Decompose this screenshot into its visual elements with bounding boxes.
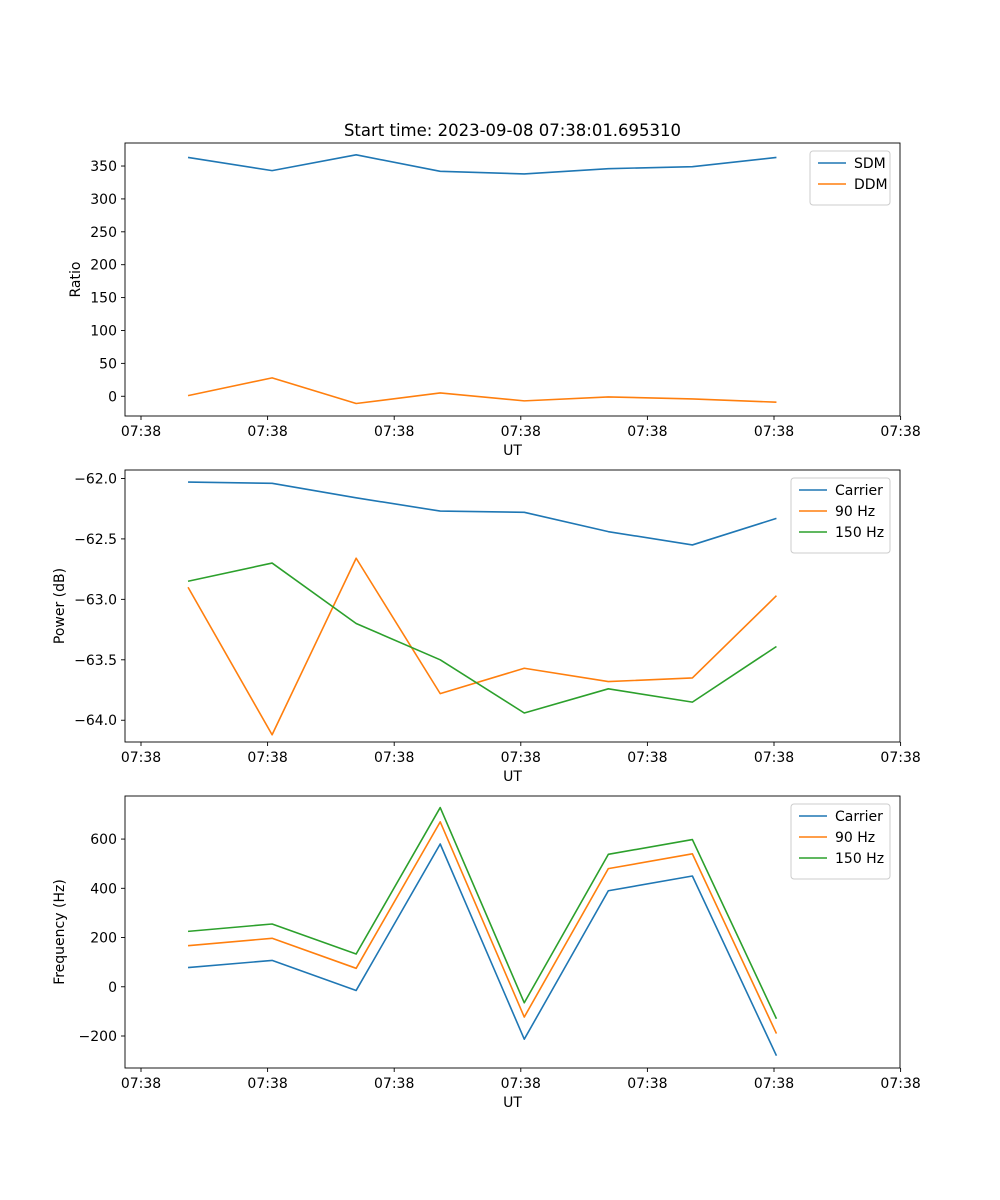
ratio-x-tick-label: 07:38 bbox=[754, 424, 794, 440]
ratio-y-tick-label: 150 bbox=[90, 291, 117, 307]
frequency-y-tick-label: 200 bbox=[90, 931, 117, 947]
frequency-x-tick-label: 07:38 bbox=[627, 1076, 667, 1092]
frequency-y-tick-label: 0 bbox=[108, 980, 117, 996]
power-y-tick-label: −62.5 bbox=[74, 532, 117, 548]
ratio-axes-frame bbox=[124, 142, 901, 417]
frequency-panel: −200 0 200 400 600 07:38 07:38 07:38 07:38 07:38 0… bbox=[52, 795, 921, 1111]
power-x-axis-label: UT bbox=[503, 769, 522, 785]
power-legend-label: Carrier bbox=[835, 483, 883, 499]
ratio-y-tick-label: 100 bbox=[90, 323, 117, 339]
frequency-y-axis-label: Frequency (Hz) bbox=[52, 879, 68, 985]
frequency-x-tick-label: 07:38 bbox=[754, 1076, 794, 1092]
power-x-tick-label: 07:38 bbox=[121, 750, 161, 766]
ratio-x-tick-label: 07:38 bbox=[501, 424, 541, 440]
power-legend-label: 150 Hz bbox=[835, 525, 884, 541]
power-series-line-90-hz bbox=[187, 557, 777, 736]
ratio-y-axis-label: Ratio bbox=[68, 262, 84, 298]
power-y-tick-label: −64.0 bbox=[74, 713, 117, 729]
power-series-line-carrier bbox=[188, 481, 777, 546]
frequency-x-tick-label: 07:38 bbox=[501, 1076, 541, 1092]
ratio-x-axis-label: UT bbox=[503, 443, 522, 459]
power-x-tick-label: 07:38 bbox=[247, 750, 287, 766]
power-x-tick-label: 07:38 bbox=[754, 750, 794, 766]
power-y-tick-label: −63.0 bbox=[74, 592, 117, 608]
frequency-legend-box bbox=[790, 803, 891, 880]
frequency-legend-label: Carrier bbox=[835, 809, 883, 825]
ratio-series-line-sdm bbox=[187, 154, 777, 175]
ratio-y-tick-label: 50 bbox=[99, 356, 117, 372]
ratio-x-tick-label: 07:38 bbox=[247, 424, 287, 440]
ratio-y-tick-label: 0 bbox=[108, 389, 117, 405]
frequency-axes-frame bbox=[124, 795, 901, 1069]
ratio-x-tick-label: 07:38 bbox=[121, 424, 161, 440]
chart-title: Start time: 2023-09-08 07:38:01.695310 bbox=[344, 121, 681, 140]
ratio-legend-label: DDM bbox=[854, 177, 888, 193]
frequency-y-tick-label: −200 bbox=[79, 1029, 117, 1045]
ratio-legend-box bbox=[809, 150, 891, 206]
frequency-y-tick-label: 600 bbox=[90, 832, 117, 848]
ratio-panel: 0 50 100 150 200 250 300 350 07:38 07:38 07:38 07:3… bbox=[68, 142, 921, 459]
frequency-series-line-carrier bbox=[187, 843, 778, 1057]
power-x-tick-label: 07:38 bbox=[627, 750, 667, 766]
ratio-x-tick-label: 07:38 bbox=[880, 424, 920, 440]
frequency-x-tick-label: 07:38 bbox=[121, 1076, 161, 1092]
power-x-tick-label: 07:38 bbox=[880, 750, 920, 766]
power-legend-box bbox=[790, 477, 891, 554]
frequency-x-tick-label: 07:38 bbox=[880, 1076, 920, 1092]
frequency-x-tick-label: 07:38 bbox=[247, 1076, 287, 1092]
power-panel: −64.0 −63.5 −63.0 −62.5 −62.0 07:38 07:38 07:38… bbox=[52, 469, 921, 785]
ratio-x-tick-label: 07:38 bbox=[374, 424, 414, 440]
ratio-series-line-ddm bbox=[187, 377, 777, 405]
power-x-tick-label: 07:38 bbox=[374, 750, 414, 766]
power-y-tick-label: −63.5 bbox=[74, 653, 117, 669]
power-x-tick-label: 07:38 bbox=[501, 750, 541, 766]
frequency-x-axis-label: UT bbox=[503, 1095, 522, 1111]
power-series-line-150-hz bbox=[187, 562, 777, 714]
power-y-axis-label: Power (dB) bbox=[52, 568, 68, 644]
frequency-series-line-90-hz bbox=[187, 821, 778, 1034]
power-legend-label: 90 Hz bbox=[835, 504, 875, 520]
ratio-y-tick-label: 300 bbox=[90, 192, 117, 208]
frequency-legend-label: 150 Hz bbox=[835, 851, 884, 867]
frequency-x-tick-label: 07:38 bbox=[374, 1076, 414, 1092]
frequency-legend-label: 90 Hz bbox=[835, 830, 875, 846]
frequency-y-tick-label: 400 bbox=[90, 881, 117, 897]
frequency-series-line-150-hz bbox=[187, 806, 778, 1020]
ratio-y-tick-label: 250 bbox=[90, 225, 117, 241]
power-y-tick-label: −62.0 bbox=[74, 471, 117, 487]
ratio-legend-label: SDM bbox=[854, 156, 886, 172]
ratio-y-tick-label: 200 bbox=[90, 258, 117, 274]
ratio-y-tick-label: 350 bbox=[90, 159, 117, 175]
power-axes-frame bbox=[124, 469, 901, 743]
ratio-x-tick-label: 07:38 bbox=[627, 424, 667, 440]
